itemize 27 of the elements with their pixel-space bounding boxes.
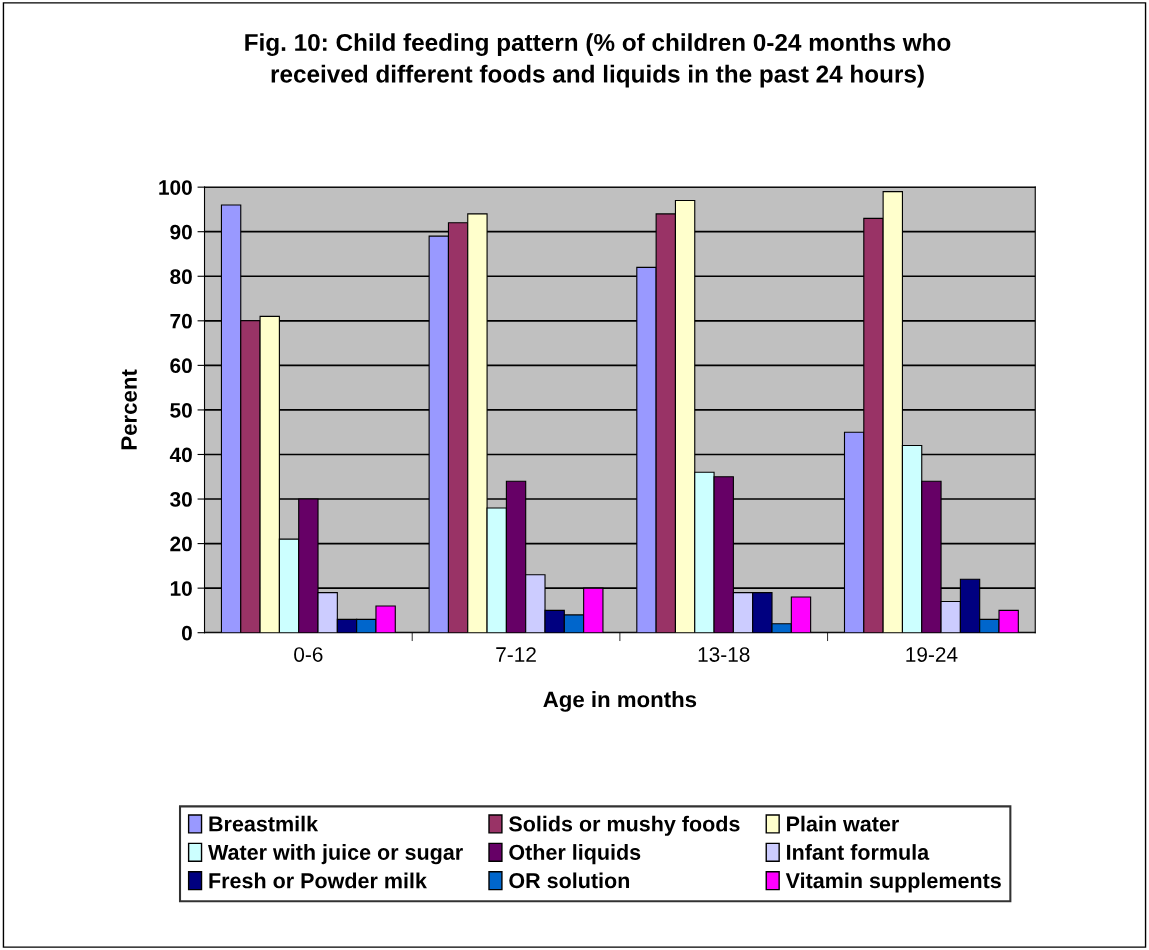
y-tick-label: 80: [170, 269, 192, 285]
chart-title: Fig. 10: Child feeding pattern (% of children 0-24 months who received different foods and liquids in the past 24 hours): [245, 33, 951, 88]
y-tick-label: 30: [170, 492, 192, 507]
y-tick-label: 100: [159, 180, 192, 195]
legend-label: Solids or mushy foods: [508, 815, 740, 836]
y-tick-label: 70: [170, 313, 192, 329]
y-tick-label: 60: [170, 358, 192, 374]
legend-label: OR solution: [509, 872, 630, 889]
y-tick-label: 20: [170, 536, 192, 552]
legend-label: Vitamin supplements: [785, 872, 1001, 893]
y-tick-label: 0: [181, 625, 192, 641]
legend-label: Infant formula: [787, 844, 930, 860]
x-tick-label: 19-24: [906, 647, 958, 662]
y-axis-title: Percent: [121, 369, 137, 450]
y-tick-label: 90: [170, 224, 192, 240]
x-axis-title: Age in months: [543, 691, 697, 712]
y-tick-label: 50: [170, 402, 192, 418]
legend-label: Fresh or Powder milk: [209, 872, 427, 889]
x-tick-label: 7-12: [496, 647, 536, 662]
x-tick-label: 0-6: [294, 647, 323, 662]
y-tick-label: 10: [170, 581, 192, 596]
legend-label: Plain water: [787, 815, 899, 832]
legend-label: Water with juice or sugar: [208, 844, 463, 865]
y-tick-label: 40: [169, 447, 192, 463]
x-tick-label: 13-18: [698, 647, 750, 662]
legend-label: Breastmilk: [209, 815, 319, 832]
legend-label: Other liquids: [509, 844, 641, 865]
